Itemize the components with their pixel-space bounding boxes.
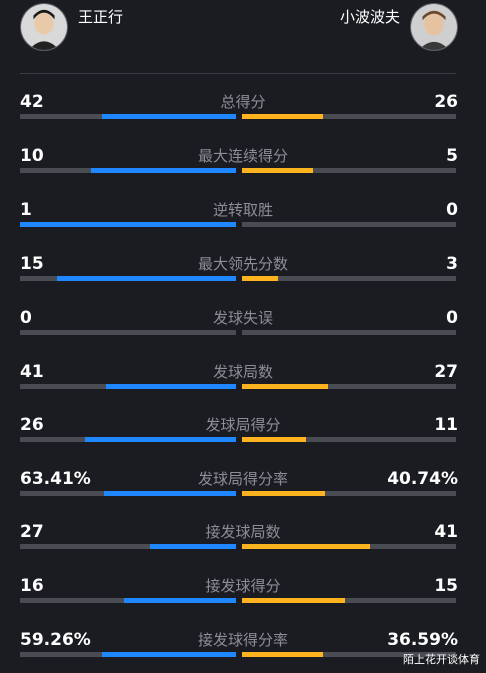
stat-left-bar-track [20,598,236,603]
stat-right-bar-track [242,437,456,442]
stat-right-value: 0 [446,200,458,220]
stat-row: 10 最大连续得分 5 [0,146,486,186]
stat-label: 逆转取胜 [212,201,273,219]
stat-right-value: 3 [446,254,458,274]
stat-right-bar-track [242,652,456,657]
stat-left-value: 63.41% [20,469,91,489]
stat-left-value: 59.26% [20,630,91,650]
stat-left-value: 0 [20,308,32,328]
player-right-photo-icon [411,4,457,50]
stat-label: 总得分 [220,93,266,111]
stat-left-bar-track [20,114,236,119]
stat-right-value: 0 [446,308,458,328]
stat-left-bar-fill [20,222,236,227]
stat-left-bar-track [20,330,236,335]
stat-label: 接发球得分率 [197,631,288,649]
stat-left-value: 26 [20,415,44,435]
stat-row: 63.41% 发球局得分率 40.74% [0,469,486,509]
watermark: 陌上花开谈体育 [403,653,480,666]
stat-left-bar-fill [106,384,236,389]
stat-label: 接发球局数 [205,523,281,541]
stat-label: 最大连续得分 [197,147,288,165]
stat-left-value: 10 [20,146,44,166]
stat-label: 接发球得分 [205,577,281,595]
stat-left-value: 16 [20,576,44,596]
player-left-photo-icon [21,4,67,50]
stat-right-bar-track [242,114,456,119]
stat-left-bar-track [20,276,236,281]
stat-row: 16 接发球得分 15 [0,576,486,616]
player-left-avatar[interactable] [20,3,68,51]
stat-right-bar-fill [242,168,313,173]
stat-row: 26 发球局得分 11 [0,415,486,455]
stat-row: 59.26% 接发球得分率 36.59% [0,630,486,670]
stat-right-bar-fill [242,437,307,442]
stat-left-bar-fill [123,598,236,603]
stat-right-bar-track [242,384,456,389]
stat-left-value: 15 [20,254,44,274]
stat-row: 27 接发球局数 41 [0,522,486,562]
stat-right-bar-track [242,168,456,173]
stat-right-value: 5 [446,146,458,166]
header-divider [20,73,456,74]
stat-right-bar-track [242,598,456,603]
stat-label: 发球失误 [212,309,273,327]
stat-right-bar-fill [242,598,345,603]
stat-right-value: 11 [434,415,458,435]
stat-right-value: 26 [434,92,458,112]
stat-left-bar-fill [91,168,236,173]
stat-left-bar-fill [104,491,236,496]
player-left-name[interactable]: 王正行 [78,8,124,26]
stat-row: 41 发球局数 27 [0,362,486,402]
stat-right-value: 36.59% [387,630,458,650]
stat-right-bar-track [242,491,456,496]
stat-row: 1 逆转取胜 0 [0,200,486,240]
stat-left-bar-track [20,437,236,442]
player-right-avatar[interactable] [410,3,458,51]
stat-right-bar-fill [242,652,324,657]
stat-left-value: 42 [20,92,44,112]
stat-left-bar-track [20,544,236,549]
stat-right-bar-track [242,276,456,281]
stat-label: 发球局得分 [205,416,281,434]
stat-row: 42 总得分 26 [0,92,486,132]
stat-right-bar-fill [242,384,328,389]
stat-left-value: 27 [20,522,44,542]
stat-left-bar-fill [56,276,236,281]
stat-right-bar-track [242,330,456,335]
stat-left-value: 1 [20,200,32,220]
stat-right-bar-fill [242,276,279,281]
stat-right-value: 15 [434,576,458,596]
stat-left-bar-fill [84,437,236,442]
stat-right-value: 41 [434,522,458,542]
stat-left-bar-track [20,168,236,173]
stat-left-bar-track [20,652,236,657]
stat-right-value: 40.74% [387,469,458,489]
stat-right-value: 27 [434,362,458,382]
stat-right-bar-track [242,222,456,227]
stat-label: 发球局得分率 [197,470,288,488]
stat-label: 发球局数 [212,363,273,381]
stat-right-bar-fill [242,114,324,119]
stat-left-bar-track [20,491,236,496]
stat-left-bar-fill [149,544,236,549]
stat-left-value: 41 [20,362,44,382]
stat-left-bar-track [20,222,236,227]
stat-right-bar-fill [242,544,371,549]
stat-left-bar-fill [102,652,236,657]
stat-left-bar-fill [102,114,236,119]
stat-label: 最大领先分数 [197,255,288,273]
player-right-name[interactable]: 小波波夫 [339,8,400,26]
stat-right-bar-fill [242,491,326,496]
stat-row: 15 最大领先分数 3 [0,254,486,294]
match-header: 王正行 小波波夫 [0,0,486,60]
stat-left-bar-track [20,384,236,389]
stat-row: 0 发球失误 0 [0,308,486,348]
stat-right-bar-track [242,544,456,549]
